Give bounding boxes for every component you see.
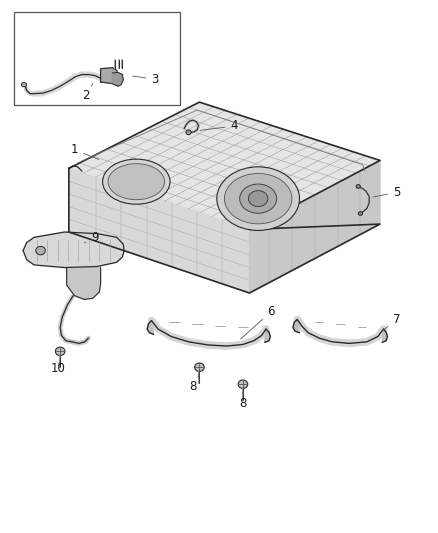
Polygon shape	[23, 232, 124, 268]
Ellipse shape	[102, 159, 170, 204]
Polygon shape	[69, 102, 380, 229]
Text: 2: 2	[82, 84, 93, 102]
Text: 1: 1	[71, 143, 99, 159]
Ellipse shape	[36, 246, 46, 255]
Ellipse shape	[356, 184, 360, 188]
Ellipse shape	[358, 212, 363, 215]
Polygon shape	[101, 68, 118, 84]
Ellipse shape	[21, 83, 27, 87]
Polygon shape	[250, 160, 380, 293]
Ellipse shape	[238, 380, 248, 389]
Bar	[14, 12, 180, 105]
Ellipse shape	[194, 363, 204, 372]
Polygon shape	[382, 329, 388, 342]
Text: 6: 6	[240, 305, 275, 339]
Ellipse shape	[186, 130, 191, 135]
Polygon shape	[113, 72, 123, 86]
Ellipse shape	[248, 191, 268, 207]
Text: 7: 7	[382, 313, 401, 331]
Ellipse shape	[217, 167, 300, 230]
Ellipse shape	[240, 184, 277, 213]
Polygon shape	[69, 168, 250, 293]
Polygon shape	[265, 329, 270, 342]
Text: 9: 9	[85, 231, 99, 244]
Text: 5: 5	[373, 186, 400, 199]
Text: 8: 8	[189, 375, 199, 393]
Polygon shape	[147, 320, 154, 334]
Text: 3: 3	[133, 73, 159, 86]
Ellipse shape	[108, 164, 165, 200]
Polygon shape	[293, 319, 300, 333]
Ellipse shape	[224, 173, 292, 224]
Text: 4: 4	[200, 119, 238, 133]
Ellipse shape	[55, 347, 65, 356]
Polygon shape	[67, 268, 101, 300]
Text: 10: 10	[50, 362, 65, 375]
Text: 8: 8	[239, 392, 247, 410]
